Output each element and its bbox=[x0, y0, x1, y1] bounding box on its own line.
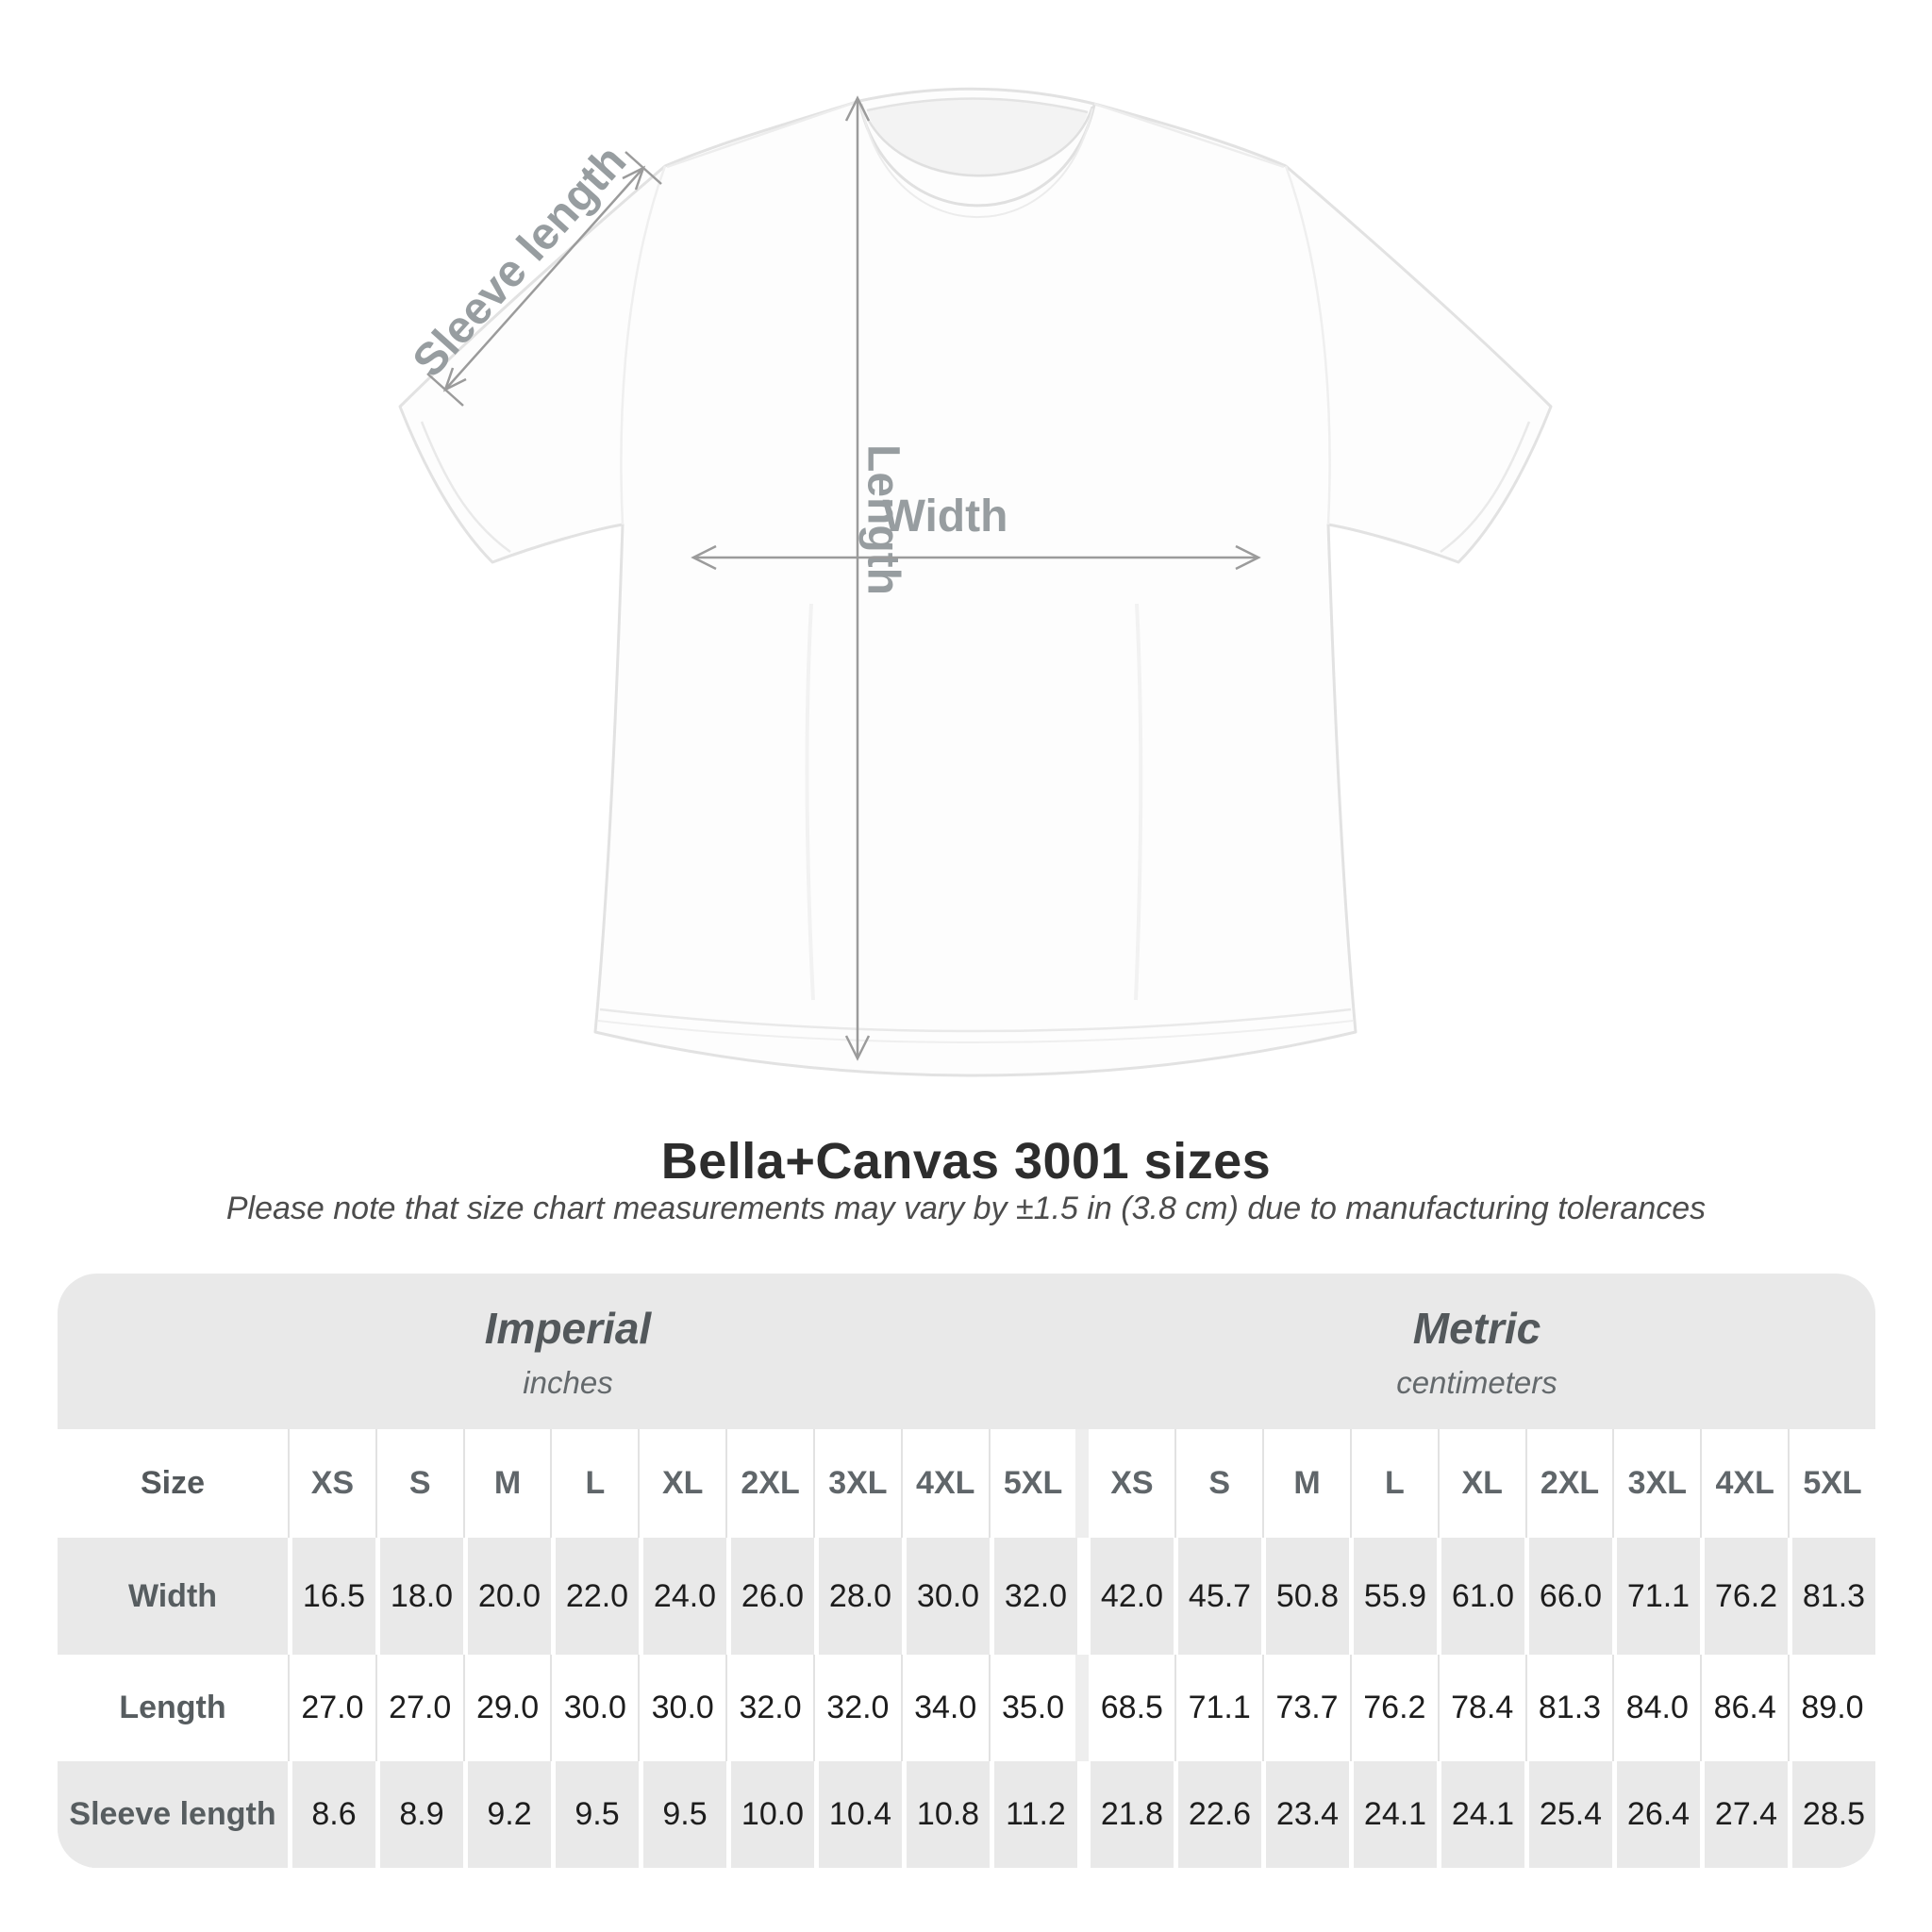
sleeve-value: 10.8 bbox=[902, 1761, 990, 1868]
unit-header-band: Imperial inches Metric centimeters bbox=[58, 1274, 1875, 1429]
width-value: 76.2 bbox=[1700, 1538, 1788, 1655]
sleeve-value: 26.4 bbox=[1612, 1761, 1700, 1868]
length-value: 73.7 bbox=[1262, 1655, 1350, 1761]
size-header: 5XL bbox=[988, 1429, 1076, 1538]
length-value: 29.0 bbox=[462, 1655, 551, 1761]
width-value: 42.0 bbox=[1077, 1538, 1174, 1655]
sleeve-length-row: Sleeve length 8.6 8.9 9.2 9.5 9.5 10.0 1… bbox=[58, 1761, 1875, 1868]
sleeve-value: 9.5 bbox=[639, 1761, 726, 1868]
length-value: 76.2 bbox=[1349, 1655, 1438, 1761]
length-label: Length bbox=[858, 444, 908, 595]
sleeve-value: 27.4 bbox=[1700, 1761, 1788, 1868]
row-label-width: Width bbox=[127, 1577, 218, 1614]
size-header: XS bbox=[1075, 1429, 1174, 1538]
size-header: M bbox=[1262, 1429, 1350, 1538]
sleeve-value: 9.2 bbox=[463, 1761, 551, 1868]
width-value: 24.0 bbox=[639, 1538, 726, 1655]
length-value: 30.0 bbox=[638, 1655, 725, 1761]
width-label: Width bbox=[883, 491, 1008, 541]
width-value: 26.0 bbox=[726, 1538, 814, 1655]
size-header: 3XL bbox=[1612, 1429, 1700, 1538]
length-value: 35.0 bbox=[988, 1655, 1076, 1761]
sleeve-value: 21.8 bbox=[1077, 1761, 1174, 1868]
size-header: 5XL bbox=[1788, 1429, 1875, 1538]
length-value: 71.1 bbox=[1174, 1655, 1262, 1761]
length-value: 89.0 bbox=[1788, 1655, 1875, 1761]
sleeve-value: 9.5 bbox=[551, 1761, 639, 1868]
size-header: 4XL bbox=[1700, 1429, 1788, 1538]
length-value: 86.4 bbox=[1700, 1655, 1788, 1761]
width-value: 28.0 bbox=[814, 1538, 902, 1655]
width-value: 22.0 bbox=[551, 1538, 639, 1655]
size-header: M bbox=[462, 1429, 551, 1538]
width-value: 18.0 bbox=[375, 1538, 463, 1655]
width-value: 45.7 bbox=[1174, 1538, 1261, 1655]
width-row: Width 16.5 18.0 20.0 22.0 24.0 26.0 28.0… bbox=[58, 1538, 1875, 1655]
sleeve-value: 25.4 bbox=[1524, 1761, 1612, 1868]
tshirt-diagram: Length Width Sleeve length bbox=[398, 87, 1553, 1077]
width-value: 61.0 bbox=[1437, 1538, 1524, 1655]
size-header: 2XL bbox=[725, 1429, 813, 1538]
page-subtitle: Please note that size chart measurements… bbox=[225, 1191, 1707, 1226]
size-header: XL bbox=[638, 1429, 725, 1538]
page-title: Bella+Canvas 3001 sizes bbox=[660, 1133, 1272, 1190]
sleeve-value: 23.4 bbox=[1261, 1761, 1349, 1868]
size-header-row: Size XS S M L XL 2XL 3XL 4XL 5XL XS S M … bbox=[58, 1429, 1875, 1538]
size-header: L bbox=[550, 1429, 638, 1538]
sleeve-value: 24.1 bbox=[1349, 1761, 1437, 1868]
length-dimension-arrow bbox=[844, 95, 871, 1061]
width-dimension-arrow bbox=[691, 544, 1261, 571]
row-label-length: Length bbox=[119, 1690, 226, 1725]
length-value: 84.0 bbox=[1612, 1655, 1700, 1761]
width-value: 50.8 bbox=[1261, 1538, 1349, 1655]
size-table: Imperial inches Metric centimeters Size … bbox=[58, 1274, 1875, 1868]
size-header: 4XL bbox=[900, 1429, 989, 1538]
width-value: 81.3 bbox=[1788, 1538, 1875, 1655]
width-value: 66.0 bbox=[1524, 1538, 1612, 1655]
metric-section-header: Metric centimeters bbox=[1078, 1274, 1875, 1429]
metric-unit: centimeters bbox=[1396, 1364, 1557, 1400]
length-value: 78.4 bbox=[1437, 1655, 1525, 1761]
sleeve-value: 28.5 bbox=[1788, 1761, 1875, 1868]
length-value: 34.0 bbox=[900, 1655, 989, 1761]
sleeve-value: 22.6 bbox=[1174, 1761, 1261, 1868]
length-value: 81.3 bbox=[1524, 1655, 1613, 1761]
sleeve-dimension-arrow bbox=[426, 151, 662, 407]
size-header: L bbox=[1349, 1429, 1438, 1538]
metric-title: Metric bbox=[1412, 1303, 1541, 1353]
length-value: 32.0 bbox=[725, 1655, 813, 1761]
sleeve-value: 10.4 bbox=[814, 1761, 902, 1868]
length-value: 27.0 bbox=[288, 1655, 375, 1761]
width-value: 71.1 bbox=[1612, 1538, 1700, 1655]
size-corner-label: Size bbox=[140, 1465, 206, 1501]
length-value: 68.5 bbox=[1075, 1655, 1174, 1761]
sleeve-value: 24.1 bbox=[1437, 1761, 1524, 1868]
imperial-section-header: Imperial inches bbox=[58, 1274, 1078, 1429]
size-header: S bbox=[375, 1429, 463, 1538]
row-label-sleeve: Sleeve length bbox=[69, 1796, 276, 1832]
size-header: S bbox=[1174, 1429, 1262, 1538]
width-value: 55.9 bbox=[1349, 1538, 1437, 1655]
size-header: 2XL bbox=[1524, 1429, 1613, 1538]
length-value: 32.0 bbox=[812, 1655, 901, 1761]
width-value: 16.5 bbox=[288, 1538, 375, 1655]
length-row: Length 27.0 27.0 29.0 30.0 30.0 32.0 32.… bbox=[58, 1655, 1875, 1761]
sleeve-value: 11.2 bbox=[990, 1761, 1077, 1868]
imperial-unit: inches bbox=[523, 1364, 613, 1400]
length-value: 27.0 bbox=[375, 1655, 463, 1761]
imperial-title: Imperial bbox=[484, 1303, 652, 1353]
tshirt-illustration bbox=[398, 87, 1553, 1077]
size-header: XS bbox=[288, 1429, 375, 1538]
sleeve-value: 8.6 bbox=[288, 1761, 375, 1868]
size-header: 3XL bbox=[812, 1429, 901, 1538]
length-value: 30.0 bbox=[550, 1655, 638, 1761]
sleeve-value: 8.9 bbox=[375, 1761, 463, 1868]
width-value: 30.0 bbox=[902, 1538, 990, 1655]
size-header: XL bbox=[1437, 1429, 1525, 1538]
sleeve-value: 10.0 bbox=[726, 1761, 814, 1868]
width-value: 32.0 bbox=[990, 1538, 1077, 1655]
width-value: 20.0 bbox=[463, 1538, 551, 1655]
